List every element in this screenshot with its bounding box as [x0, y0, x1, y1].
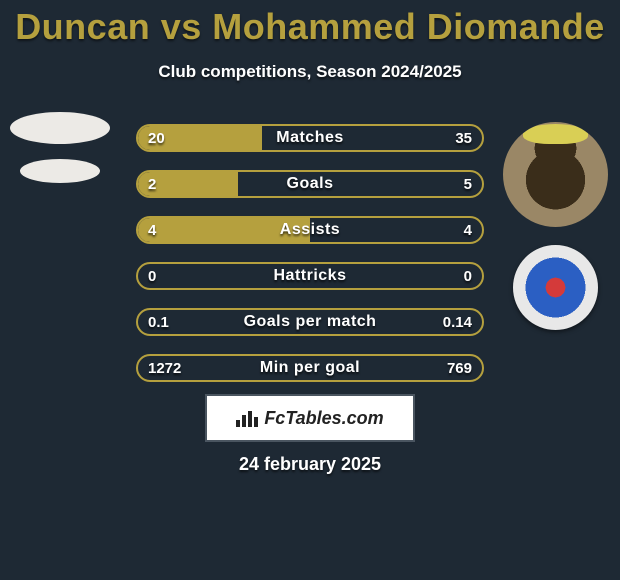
brand-logo-box: FcTables.com: [205, 394, 415, 442]
right-club-badge: [513, 245, 598, 330]
stat-bar: 25Goals: [136, 170, 484, 198]
date-label: 24 february 2025: [0, 454, 620, 475]
left-player-column: [10, 112, 110, 183]
stat-bar: 0.10.14Goals per match: [136, 308, 484, 336]
stat-bar: 1272769Min per goal: [136, 354, 484, 382]
bars-icon: [236, 409, 258, 427]
page-title: Duncan vs Mohammed Diomande: [0, 0, 620, 48]
stat-label: Hattricks: [138, 264, 482, 288]
brand-text: FcTables.com: [264, 408, 383, 429]
right-player-photo: [503, 122, 608, 227]
stat-bars: 2035Matches 25Goals 44Assists 00Hattricks 0.…: [136, 124, 484, 382]
stat-label: Goals per match: [138, 310, 482, 334]
stat-label: Assists: [138, 218, 482, 242]
stat-label: Goals: [138, 172, 482, 196]
stat-bar: 00Hattricks: [136, 262, 484, 290]
left-club-placeholder: [20, 159, 100, 183]
left-player-photo-placeholder: [10, 112, 110, 144]
stat-bar: 2035Matches: [136, 124, 484, 152]
right-player-column: [500, 122, 610, 330]
stat-label: Min per goal: [138, 356, 482, 380]
stat-bar: 44Assists: [136, 216, 484, 244]
subtitle: Club competitions, Season 2024/2025: [0, 62, 620, 82]
stat-label: Matches: [138, 126, 482, 150]
